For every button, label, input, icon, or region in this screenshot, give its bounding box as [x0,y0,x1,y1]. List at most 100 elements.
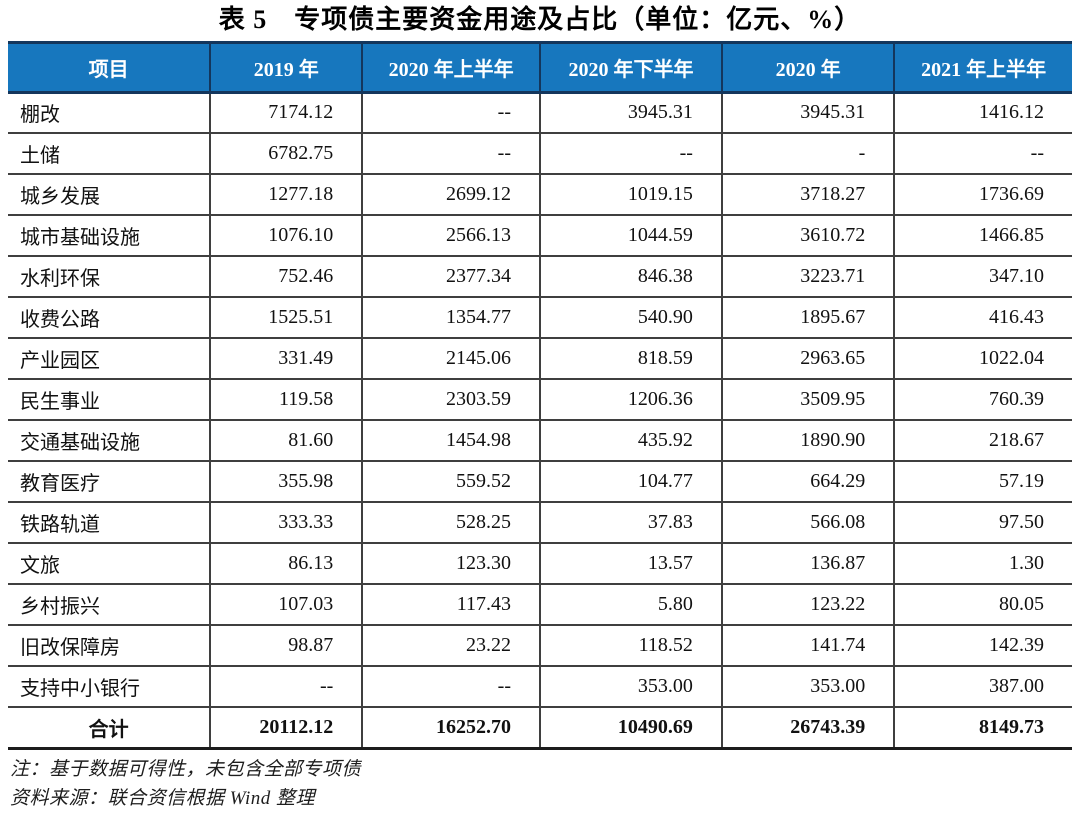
row-value: 3945.31 [720,92,895,135]
row-value: 1022.04 [893,338,1072,381]
row-value: 1736.69 [893,174,1072,217]
row-label: 支持中小银行 [8,666,211,709]
row-label: 教育医疗 [8,461,211,504]
total-value: 10490.69 [538,707,722,750]
row-value: - [720,133,895,176]
source-text: 资料来源：联合资信根据 Wind 整理 [10,787,316,809]
table-title: 表 5 专项债主要资金用途及占比（单位：亿元、%） [218,5,862,34]
row-value: 347.10 [893,256,1072,299]
row-value: 528.25 [361,502,540,545]
row-value: -- [209,666,363,709]
row-value: 3610.72 [720,215,895,258]
row-value: 2377.34 [361,256,540,299]
row-value: 566.08 [720,502,895,545]
row-value: 760.39 [893,379,1072,422]
row-value: 123.30 [361,543,540,586]
row-value: 37.83 [538,502,722,545]
row-label: 棚改 [8,92,211,135]
row-value: 387.00 [893,666,1072,709]
row-value: 141.74 [720,625,895,668]
row-value: 123.22 [720,584,895,627]
row-value: 1416.12 [893,92,1072,135]
row-label: 土储 [8,133,211,176]
row-label: 交通基础设施 [8,420,211,463]
row-value: -- [893,133,1072,176]
row-value: 1466.85 [893,215,1072,258]
row-label: 民生事业 [8,379,211,422]
row-value: 1354.77 [361,297,540,340]
table-row: 旧改保障房 98.87 23.22 118.52 141.74 142.39 [8,625,1072,668]
row-value: 118.52 [538,625,722,668]
total-row: 合计 20112.12 16252.70 10490.69 26743.39 8… [8,707,1072,750]
row-value: 142.39 [893,625,1072,668]
row-value: 3509.95 [720,379,895,422]
row-value: -- [361,133,540,176]
row-value: -- [361,666,540,709]
row-value: 416.43 [893,297,1072,340]
row-value: 1.30 [893,543,1072,586]
row-value: -- [538,133,722,176]
row-value: 2566.13 [361,215,540,258]
row-value: 1076.10 [209,215,363,258]
row-value: 353.00 [720,666,895,709]
row-value: 752.46 [209,256,363,299]
row-value: 1044.59 [538,215,722,258]
row-value: 107.03 [209,584,363,627]
row-value: 5.80 [538,584,722,627]
table-row: 城市基础设施 1076.10 2566.13 1044.59 3610.72 1… [8,215,1072,258]
row-value: 97.50 [893,502,1072,545]
row-value: 6782.75 [209,133,363,176]
table-row: 铁路轨道 333.33 528.25 37.83 566.08 97.50 [8,502,1072,545]
row-value: 86.13 [209,543,363,586]
row-label: 文旅 [8,543,211,586]
note-text: 注：基于数据可得性，未包含全部专项债 [10,758,362,780]
row-value: 331.49 [209,338,363,381]
table-row: 乡村振兴 107.03 117.43 5.80 123.22 80.05 [8,584,1072,627]
table-row: 交通基础设施 81.60 1454.98 435.92 1890.90 218.… [8,420,1072,463]
row-value: 119.58 [209,379,363,422]
row-value: 664.29 [720,461,895,504]
row-label: 水利环保 [8,256,211,299]
row-value: 846.38 [538,256,722,299]
row-value: 2963.65 [720,338,895,381]
row-value: 2699.12 [361,174,540,217]
row-value: 98.87 [209,625,363,668]
row-value: 435.92 [538,420,722,463]
total-label: 合计 [8,707,211,750]
column-header-2019: 2019 年 [209,40,363,94]
row-label: 城乡发展 [8,174,211,217]
table-row: 土储 6782.75 -- -- - -- [8,133,1072,176]
table-row: 教育医疗 355.98 559.52 104.77 664.29 57.19 [8,461,1072,504]
table-row: 收费公路 1525.51 1354.77 540.90 1895.67 416.… [8,297,1072,340]
row-value: 1525.51 [209,297,363,340]
table-row: 水利环保 752.46 2377.34 846.38 3223.71 347.1… [8,256,1072,299]
row-value: 540.90 [538,297,722,340]
row-label: 铁路轨道 [8,502,211,545]
row-value: 136.87 [720,543,895,586]
table-header-row: 项目 2019 年 2020 年上半年 2020 年下半年 2020 年 202… [8,40,1072,94]
row-value: 355.98 [209,461,363,504]
column-header-2020: 2020 年 [720,40,895,94]
row-value: -- [361,92,540,135]
column-header-item: 项目 [8,40,211,94]
row-label: 乡村振兴 [8,584,211,627]
total-value: 8149.73 [893,707,1072,750]
row-value: 80.05 [893,584,1072,627]
column-header-2020h2: 2020 年下半年 [538,40,722,94]
row-value: 1454.98 [361,420,540,463]
table-row: 文旅 86.13 123.30 13.57 136.87 1.30 [8,543,1072,586]
row-value: 3718.27 [720,174,895,217]
column-header-2020h1: 2020 年上半年 [361,40,540,94]
table-row: 支持中小银行 -- -- 353.00 353.00 387.00 [8,666,1072,709]
row-value: 57.19 [893,461,1072,504]
row-value: 1206.36 [538,379,722,422]
row-value: 104.77 [538,461,722,504]
table-row: 民生事业 119.58 2303.59 1206.36 3509.95 760.… [8,379,1072,422]
row-value: 117.43 [361,584,540,627]
row-value: 559.52 [361,461,540,504]
row-value: 81.60 [209,420,363,463]
row-value: 3223.71 [720,256,895,299]
column-header-2021h1: 2021 年上半年 [893,40,1072,94]
row-value: 1277.18 [209,174,363,217]
